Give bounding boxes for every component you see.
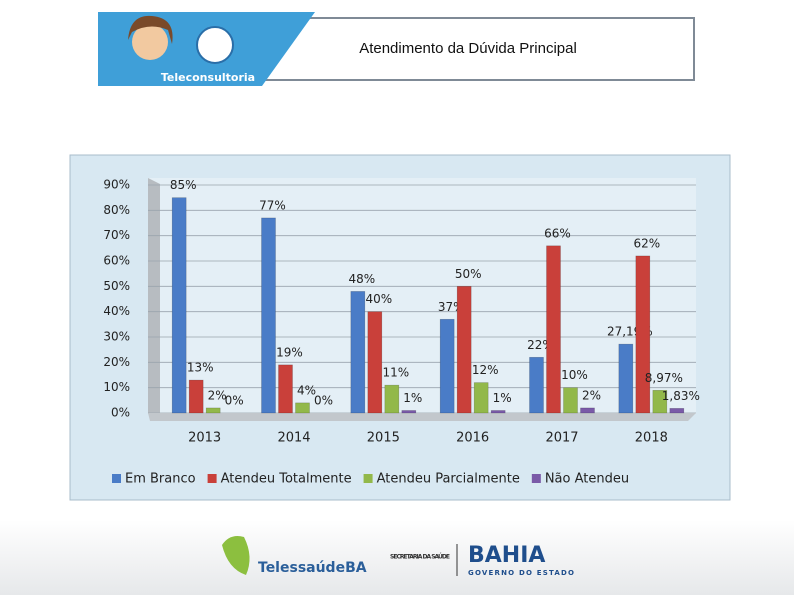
legend-label: Atendeu Totalmente <box>221 472 352 487</box>
y-tick-label: 50% <box>103 279 130 293</box>
bar <box>580 407 595 414</box>
bar <box>278 364 293 414</box>
data-label: 85% <box>170 178 197 192</box>
bar <box>618 343 634 414</box>
data-label: 1% <box>403 391 422 405</box>
x-tick-label: 2016 <box>456 431 489 446</box>
data-label: 0% <box>225 394 244 408</box>
y-tick-label: 40% <box>103 304 130 318</box>
y-tick-label: 30% <box>103 330 130 344</box>
x-tick-label: 2017 <box>545 431 578 446</box>
bar <box>652 389 668 414</box>
bar <box>635 255 651 414</box>
data-label: 2% <box>208 388 227 402</box>
bar <box>456 286 472 414</box>
logo-icon <box>196 26 234 64</box>
logo-hair <box>128 15 173 44</box>
footer-secretaria: SECRETARIA DA SAÚDE <box>390 554 450 561</box>
title-box <box>264 17 695 81</box>
y-tick-label: 90% <box>103 178 130 192</box>
footer-governo: GOVERNO DO ESTADO <box>468 569 574 577</box>
data-label: 13% <box>187 361 214 375</box>
legend-swatch <box>112 474 121 483</box>
bar <box>439 318 455 414</box>
bar <box>529 356 544 414</box>
data-label: 1,83% <box>662 389 700 403</box>
y-tick-label: 10% <box>103 380 130 394</box>
bar <box>205 407 221 414</box>
legend-label: Em Branco <box>125 472 196 487</box>
data-label: 2% <box>582 388 601 402</box>
y-tick-label: 60% <box>103 254 130 268</box>
footer-left: TelessaúdeBA <box>258 560 367 576</box>
data-label: 1% <box>493 391 512 405</box>
bar <box>490 410 506 414</box>
bar <box>295 402 310 414</box>
footer-band <box>0 520 794 595</box>
telessaude-icon <box>222 536 250 575</box>
bar <box>171 197 187 414</box>
data-label: 40% <box>365 292 392 306</box>
data-label: 50% <box>455 267 482 281</box>
legend-swatch <box>363 474 373 483</box>
data-label: 77% <box>259 198 286 212</box>
y-tick-label: 0% <box>111 406 130 420</box>
data-label: 0% <box>314 394 333 408</box>
x-tick-label: 2014 <box>277 431 310 446</box>
bar <box>384 384 400 414</box>
x-axis-floor <box>148 413 696 421</box>
data-label: 8,97% <box>645 371 683 385</box>
bar <box>669 408 685 414</box>
bar <box>261 217 276 414</box>
logo-face <box>132 24 168 60</box>
data-label: 11% <box>382 366 409 380</box>
bar <box>188 379 204 414</box>
slide-title: Atendimento da Dúvida Principal <box>359 40 577 57</box>
data-label: 66% <box>544 226 571 240</box>
footer-bahia: BAHIA <box>468 543 545 568</box>
plot-wall <box>148 178 160 414</box>
legend-swatch <box>531 474 541 483</box>
data-label: 10% <box>561 368 588 382</box>
y-tick-label: 70% <box>103 228 130 242</box>
data-label: 62% <box>633 236 660 250</box>
data-label: 19% <box>276 345 303 359</box>
y-tick-label: 20% <box>103 355 130 369</box>
bar <box>563 387 578 414</box>
bar <box>401 410 417 414</box>
bar <box>367 311 383 414</box>
data-label: 12% <box>472 363 499 377</box>
bar <box>546 245 561 414</box>
legend-label: Não Atendeu <box>545 472 629 487</box>
legend-swatch <box>207 474 217 483</box>
bar <box>473 382 489 414</box>
data-label: 48% <box>348 272 375 286</box>
logo-caption: Teleconsultoria <box>161 71 255 84</box>
plot-area <box>148 178 696 414</box>
bar <box>350 291 366 414</box>
legend-label: Atendeu Parcialmente <box>377 472 520 487</box>
x-tick-label: 2013 <box>188 431 221 446</box>
data-label: 4% <box>297 383 316 397</box>
y-tick-label: 80% <box>103 203 130 217</box>
x-tick-label: 2015 <box>367 431 400 446</box>
x-tick-label: 2018 <box>635 431 668 446</box>
